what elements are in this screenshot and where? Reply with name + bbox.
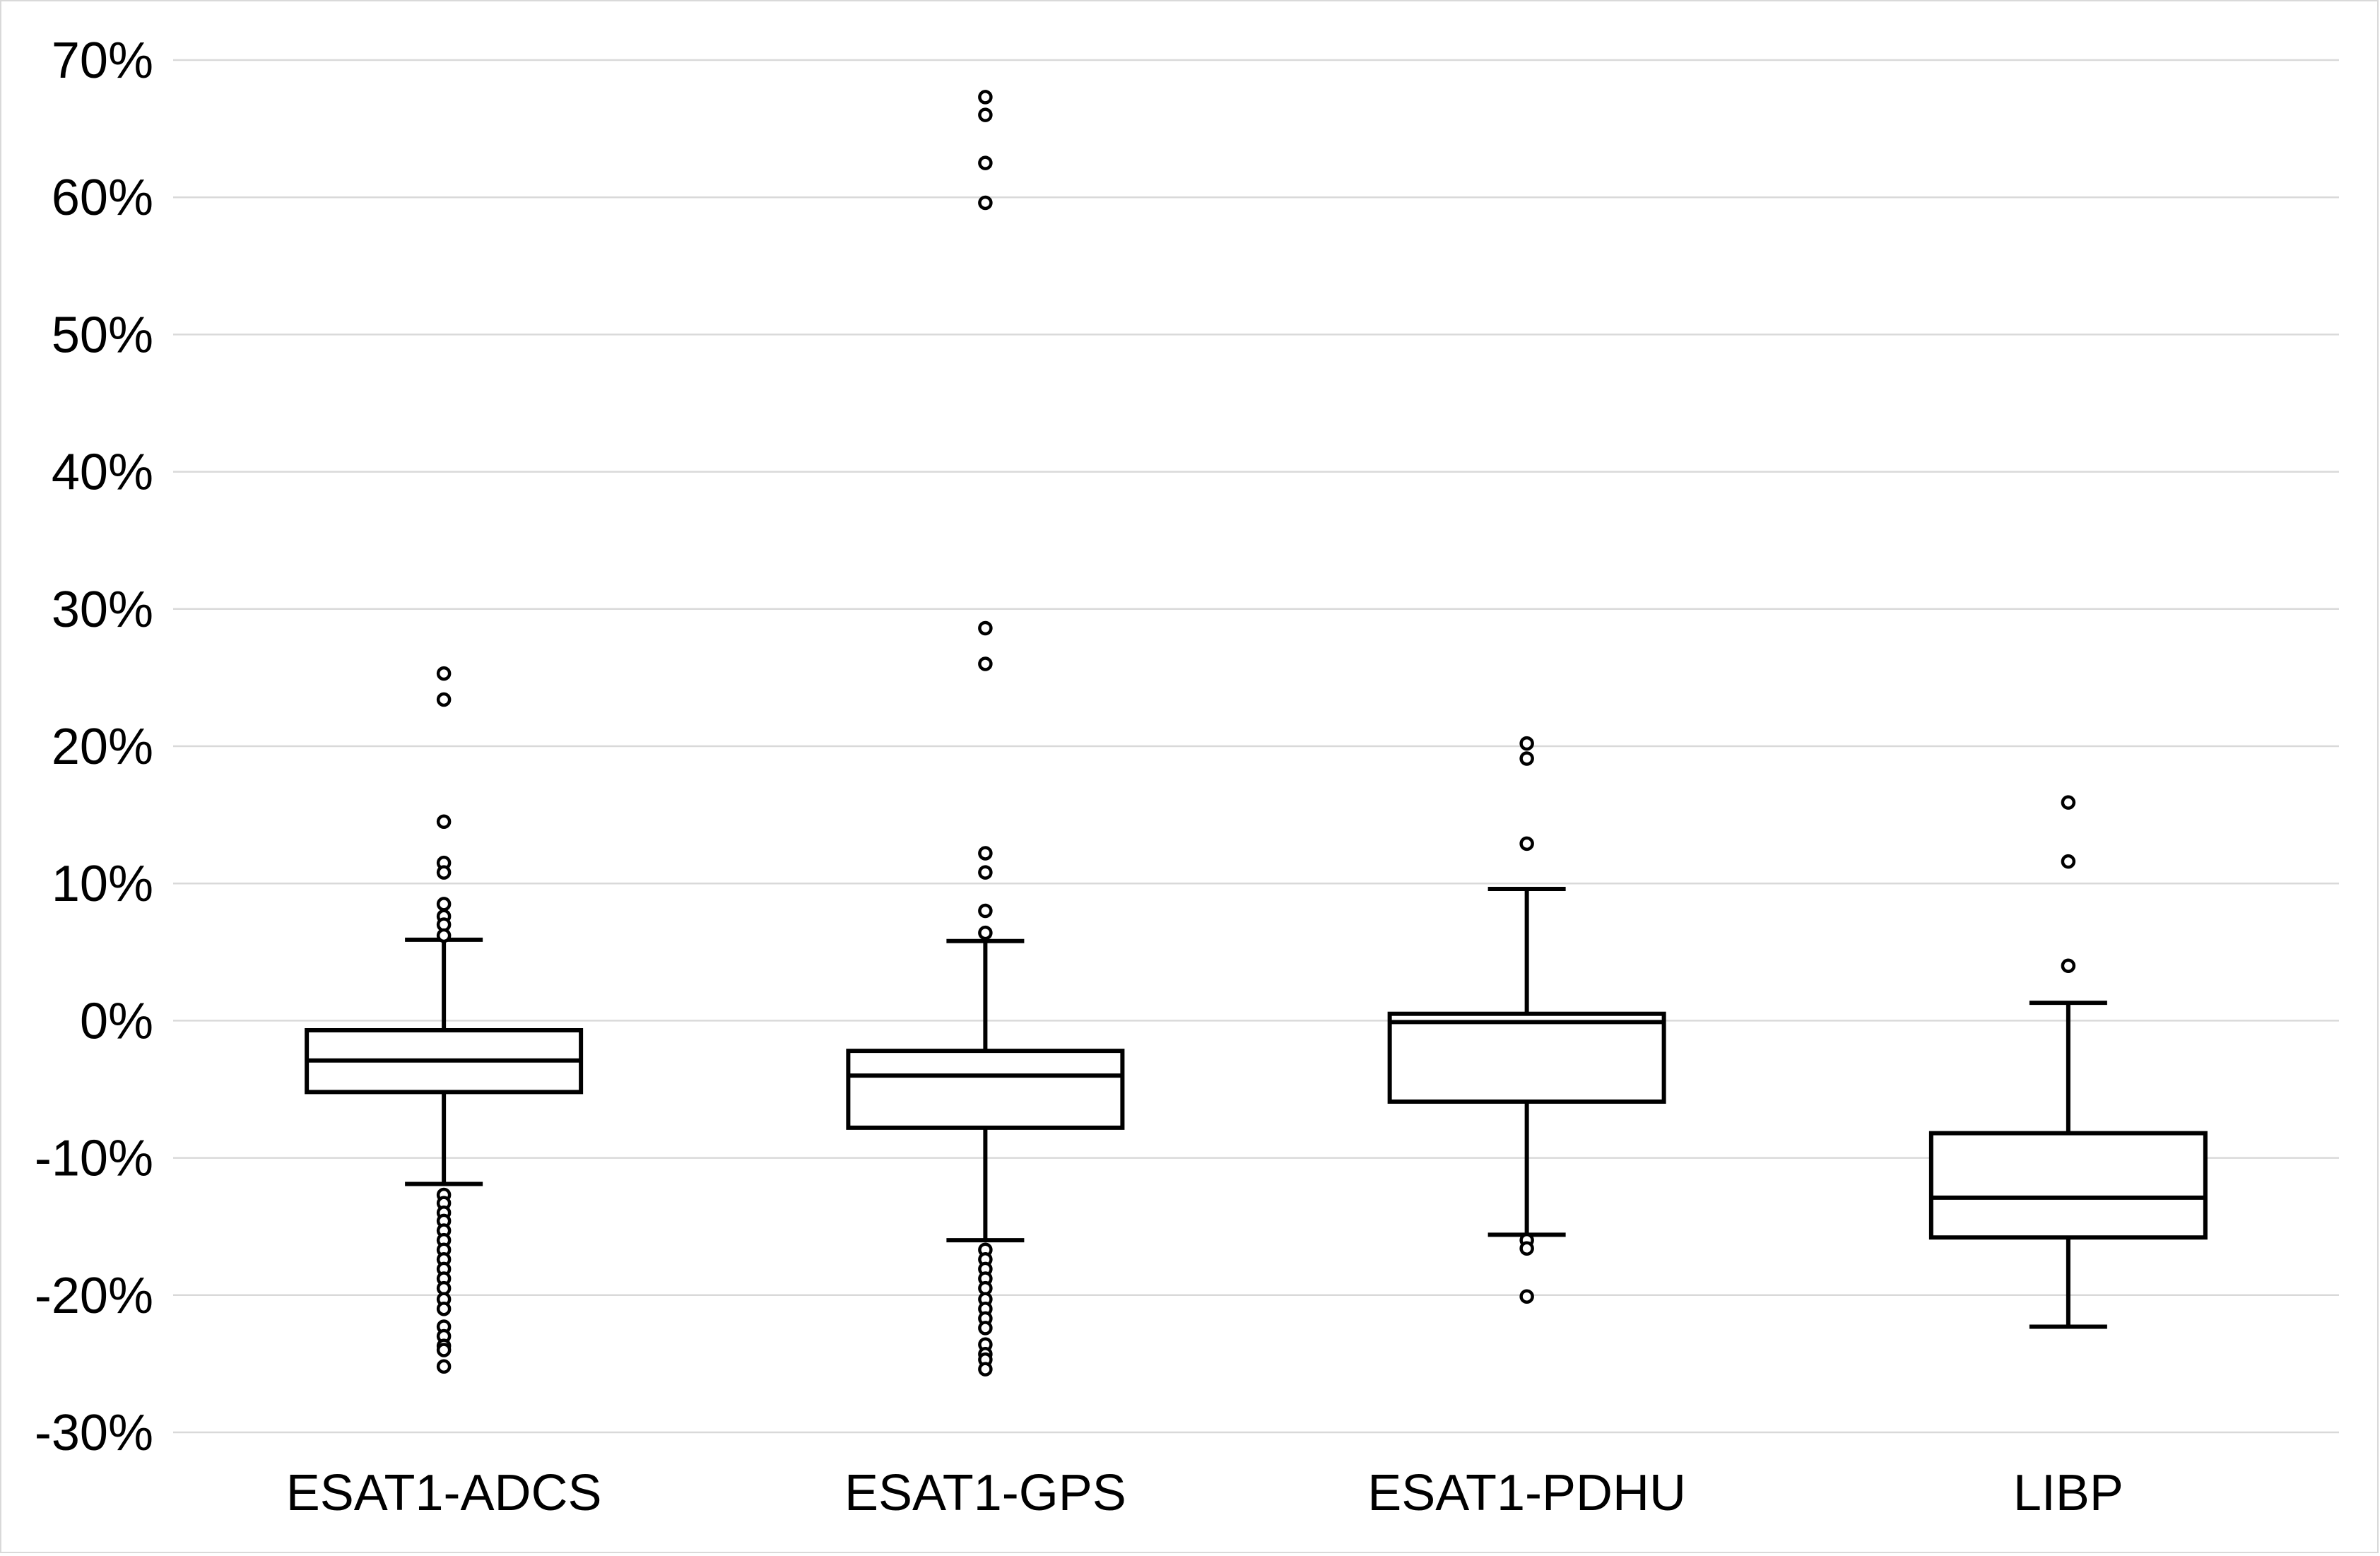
outlier-point xyxy=(978,195,993,211)
x-category-label: ESAT1-GPS xyxy=(844,1465,1126,1521)
outlier-point xyxy=(436,1359,452,1374)
box-group xyxy=(1928,795,2208,1329)
y-tick-label: -10% xyxy=(35,1131,153,1187)
outlier-point xyxy=(436,897,452,912)
grid-lines xyxy=(173,59,2339,1434)
x-category-label: LIBP xyxy=(2013,1465,2123,1521)
outlier-point xyxy=(436,666,452,681)
outlier-point xyxy=(2061,854,2076,869)
outlier-point xyxy=(436,692,452,707)
outlier-point xyxy=(978,846,993,861)
outlier-point xyxy=(436,865,452,880)
y-tick-label: 0% xyxy=(80,993,153,1049)
outlier-point xyxy=(1519,1241,1534,1256)
outlier-point xyxy=(978,90,993,105)
y-axis-tick-labels: -30% -20% -10% 0% 10% 20% 30% 40% 50% 60% 70% xyxy=(35,33,153,1461)
outlier-point xyxy=(978,925,993,941)
iqr-box xyxy=(1928,1131,2208,1240)
y-tick-label: 10% xyxy=(52,856,153,912)
outlier-point xyxy=(436,1301,452,1316)
outlier-point xyxy=(436,814,452,830)
outlier-point xyxy=(978,155,993,170)
outlier-point xyxy=(978,656,993,671)
y-tick-label: 70% xyxy=(52,33,153,89)
outlier-point xyxy=(978,1362,993,1377)
outlier-point xyxy=(978,903,993,919)
y-tick-label: 50% xyxy=(52,307,153,363)
box-group xyxy=(1387,736,1666,1304)
iqr-box xyxy=(1387,1011,1666,1104)
box-group xyxy=(846,90,1125,1377)
outlier-point xyxy=(2061,795,2076,810)
y-tick-label: -30% xyxy=(35,1405,153,1461)
y-tick-label: 30% xyxy=(52,582,153,638)
y-tick-label: 40% xyxy=(52,444,153,501)
outlier-point xyxy=(1519,836,1534,851)
y-tick-label: -20% xyxy=(35,1268,153,1324)
x-category-label: ESAT1-PDHU xyxy=(1367,1465,1686,1521)
outlier-point xyxy=(2061,958,2076,973)
iqr-box xyxy=(846,1049,1125,1130)
outlier-point xyxy=(978,107,993,122)
x-axis-category-labels: ESAT1-ADCS ESAT1-GPS ESAT1-PDHU LIBP xyxy=(286,1465,2123,1521)
outlier-point xyxy=(1519,1289,1534,1304)
box-group xyxy=(305,666,584,1374)
outlier-point xyxy=(1519,751,1534,766)
y-tick-label: 60% xyxy=(52,170,153,226)
outlier-point xyxy=(978,620,993,636)
boxes xyxy=(305,90,2208,1377)
outlier-point xyxy=(436,928,452,943)
outlier-point xyxy=(978,1321,993,1336)
y-tick-label: 20% xyxy=(52,719,153,775)
outlier-point xyxy=(436,1343,452,1357)
outlier-point xyxy=(1519,736,1534,751)
outlier-point xyxy=(978,865,993,880)
x-category-label: ESAT1-ADCS xyxy=(286,1465,602,1521)
